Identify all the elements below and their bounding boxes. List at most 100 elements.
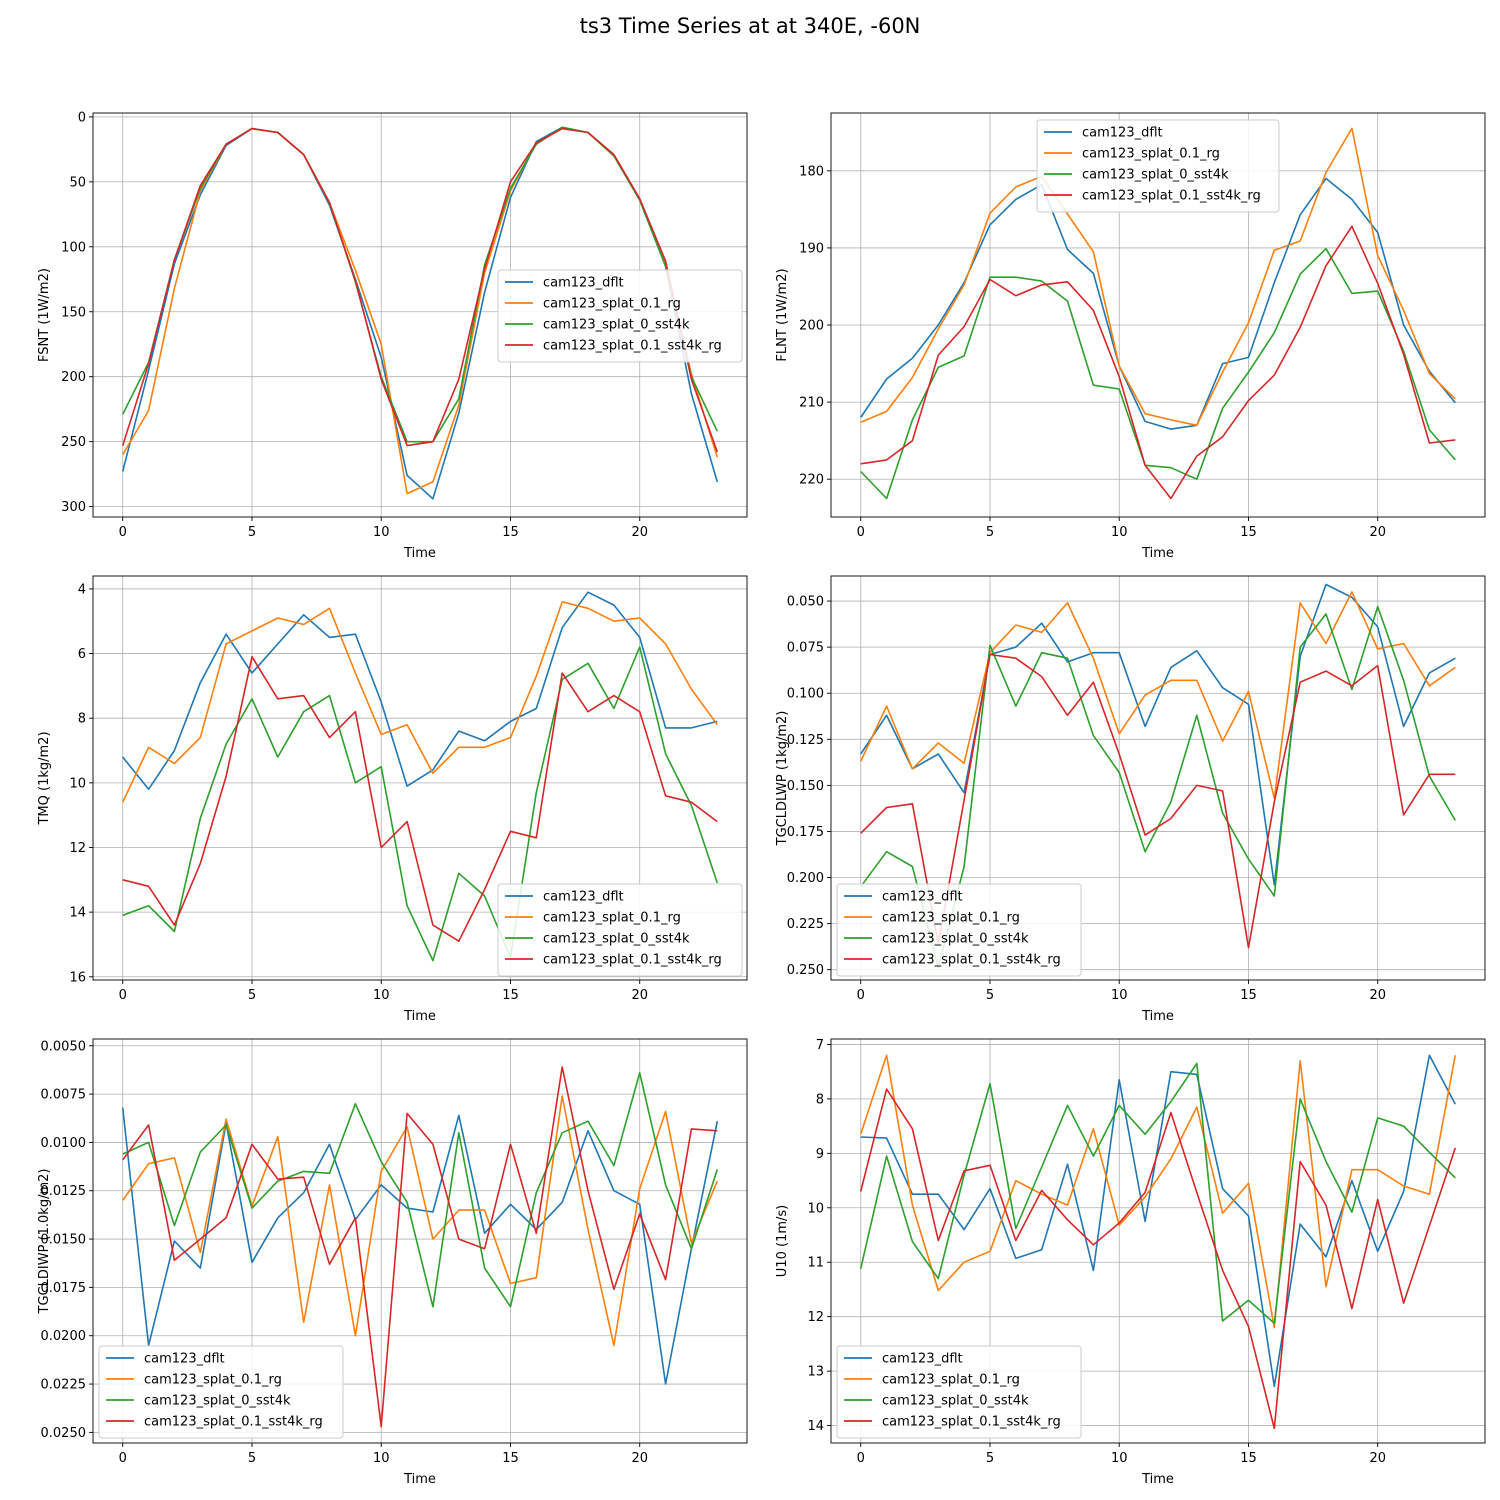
y-tick-label: 14 bbox=[69, 906, 86, 921]
y-tick-label: 0.225 bbox=[787, 917, 824, 932]
series-line-4 bbox=[859, 1088, 1457, 1430]
y-tick-label: 0.200 bbox=[787, 871, 824, 886]
series-line-4 bbox=[860, 653, 1456, 949]
y-axis-label: TMQ (1kg/m2) bbox=[37, 731, 52, 825]
x-tick-label: 0 bbox=[119, 525, 127, 540]
x-tick-label: 0 bbox=[857, 1451, 865, 1466]
y-tick-label: 250 bbox=[61, 435, 86, 450]
x-tick-label: 5 bbox=[986, 988, 994, 1003]
x-tick-label: 10 bbox=[373, 1451, 390, 1466]
series-line-2 bbox=[859, 1054, 1457, 1329]
legend-box bbox=[98, 1345, 344, 1439]
subplot-4: 0 5 10 15 200.0500.0750.1000.1250.1500.1750.… bbox=[775, 575, 1486, 1024]
y-tick-label: 12 bbox=[807, 1310, 824, 1325]
figure-title: ts3 Time Series at at 340E, -60N bbox=[579, 14, 921, 38]
legend-label-2: cam123_splat_0.1_rg bbox=[882, 1373, 1020, 1388]
axes-frame bbox=[92, 575, 748, 981]
series-line-1 bbox=[122, 591, 718, 791]
subplot-6: 0 5 10 15 20 7 8 9 10 11 12 13 14 Time U10 (1m/s) cam12… bbox=[775, 1038, 1486, 1487]
series-lines bbox=[121, 126, 719, 500]
y-tick-label: 0.0250 bbox=[41, 1426, 87, 1441]
y-tick-label: 0.050 bbox=[787, 595, 824, 610]
y-ticks: 4 6 8 10 12 14 16 bbox=[69, 582, 93, 985]
y-tick-label: 0 bbox=[78, 110, 86, 125]
x-tick-label: 5 bbox=[248, 988, 256, 1003]
x-tick-label: 0 bbox=[119, 988, 127, 1003]
x-tick-label: 10 bbox=[373, 525, 390, 540]
legend-label-4: cam123_splat_0.1_sst4k_rg bbox=[882, 953, 1061, 968]
series-line-3 bbox=[860, 247, 1456, 500]
x-axis-label: Time bbox=[403, 546, 436, 561]
legend-label-3: cam123_splat_0_sst4k bbox=[144, 1394, 291, 1409]
x-tick-label: 10 bbox=[1111, 525, 1128, 540]
x-tick-label: 15 bbox=[1240, 1451, 1257, 1466]
legend: cam123_dflt cam123_splat_0.1_rg cam123_spl… bbox=[836, 883, 1082, 977]
legend-label-2: cam123_splat_0.1_rg bbox=[1082, 147, 1220, 162]
y-tick-label: 200 bbox=[61, 370, 86, 385]
x-tick-label: 15 bbox=[502, 1451, 519, 1466]
legend-label-3: cam123_splat_0_sst4k bbox=[882, 932, 1029, 947]
legend-label-1: cam123_dflt bbox=[543, 276, 624, 291]
y-tick-label: 12 bbox=[69, 841, 86, 856]
series-line-4 bbox=[121, 127, 719, 453]
y-ticks: 0.0050 0.0075 0.0100 0.0125 0.0150 0.0175 0.02… bbox=[41, 1039, 93, 1441]
y-axis-label: FLNT (1W/m2) bbox=[775, 268, 790, 361]
x-tick-label: 20 bbox=[1369, 1451, 1386, 1466]
series-line-4 bbox=[122, 655, 718, 943]
legend: cam123_dflt cam123_splat_0.1_rg cam123_spl… bbox=[1036, 119, 1280, 213]
series-lines bbox=[860, 127, 1456, 500]
y-tick-label: 150 bbox=[61, 305, 86, 320]
y-tick-label: 300 bbox=[61, 500, 86, 515]
legend-label-3: cam123_splat_0_sst4k bbox=[543, 932, 690, 947]
x-tick-label: 20 bbox=[631, 1451, 648, 1466]
axes-frame bbox=[830, 112, 1486, 518]
legend-box bbox=[836, 1345, 1082, 1439]
x-ticks: 0 5 10 15 20 bbox=[119, 1443, 648, 1466]
y-ticks: 0 50 100 150 200 250 300 bbox=[61, 110, 93, 515]
y-tick-label: 7 bbox=[816, 1038, 824, 1053]
x-tick-label: 20 bbox=[1369, 988, 1386, 1003]
legend: cam123_dflt cam123_splat_0.1_rg cam123_spl… bbox=[98, 1345, 344, 1439]
legend-label-1: cam123_dflt bbox=[882, 890, 963, 905]
y-tick-label: 180 bbox=[799, 164, 824, 179]
x-axis-label: Time bbox=[1141, 546, 1174, 561]
x-tick-label: 10 bbox=[373, 988, 390, 1003]
series-lines bbox=[859, 1054, 1457, 1430]
x-axis-label: Time bbox=[1141, 1472, 1174, 1487]
series-line-1 bbox=[860, 1054, 1457, 1388]
legend-label-4: cam123_splat_0.1_sst4k_rg bbox=[543, 339, 722, 354]
x-tick-label: 0 bbox=[857, 988, 865, 1003]
series-line-3 bbox=[122, 1072, 719, 1308]
legend-box bbox=[497, 269, 743, 363]
series-lines bbox=[859, 583, 1456, 969]
y-tick-label: 6 bbox=[78, 647, 86, 662]
axes-frame bbox=[92, 112, 748, 518]
series-lines bbox=[121, 1066, 719, 1428]
x-tick-label: 15 bbox=[502, 988, 519, 1003]
legend-label-2: cam123_splat_0.1_rg bbox=[144, 1373, 282, 1388]
y-tick-label: 8 bbox=[816, 1092, 824, 1107]
y-tick-label: 0.175 bbox=[787, 825, 824, 840]
series-line-3 bbox=[859, 1062, 1456, 1324]
legend-label-3: cam123_splat_0_sst4k bbox=[543, 318, 690, 333]
y-axis-label: U10 (1m/s) bbox=[775, 1205, 790, 1277]
y-tick-label: 0.0150 bbox=[41, 1233, 87, 1248]
x-axis-label: Time bbox=[403, 1472, 436, 1487]
y-tick-label: 9 bbox=[816, 1147, 824, 1162]
y-tick-label: 10 bbox=[69, 776, 86, 791]
x-axis-label: Time bbox=[403, 1009, 436, 1024]
y-tick-label: 0.250 bbox=[787, 963, 824, 978]
series-lines bbox=[121, 591, 719, 962]
legend: cam123_dflt cam123_splat_0.1_rg cam123_spl… bbox=[497, 883, 743, 977]
series-line-2 bbox=[860, 127, 1456, 427]
subplot-5: 0 5 10 15 200.00500.00750.01000.01250.01500.… bbox=[37, 1038, 748, 1487]
y-tick-label: 0.0075 bbox=[41, 1088, 87, 1103]
legend-label-1: cam123_dflt bbox=[1082, 126, 1163, 141]
x-tick-label: 0 bbox=[857, 525, 865, 540]
x-ticks: 0 5 10 15 20 bbox=[857, 980, 1386, 1003]
x-tick-label: 20 bbox=[1369, 525, 1386, 540]
x-tick-label: 15 bbox=[1240, 988, 1257, 1003]
legend-label-3: cam123_splat_0_sst4k bbox=[882, 1394, 1029, 1409]
series-line-1 bbox=[860, 177, 1456, 430]
